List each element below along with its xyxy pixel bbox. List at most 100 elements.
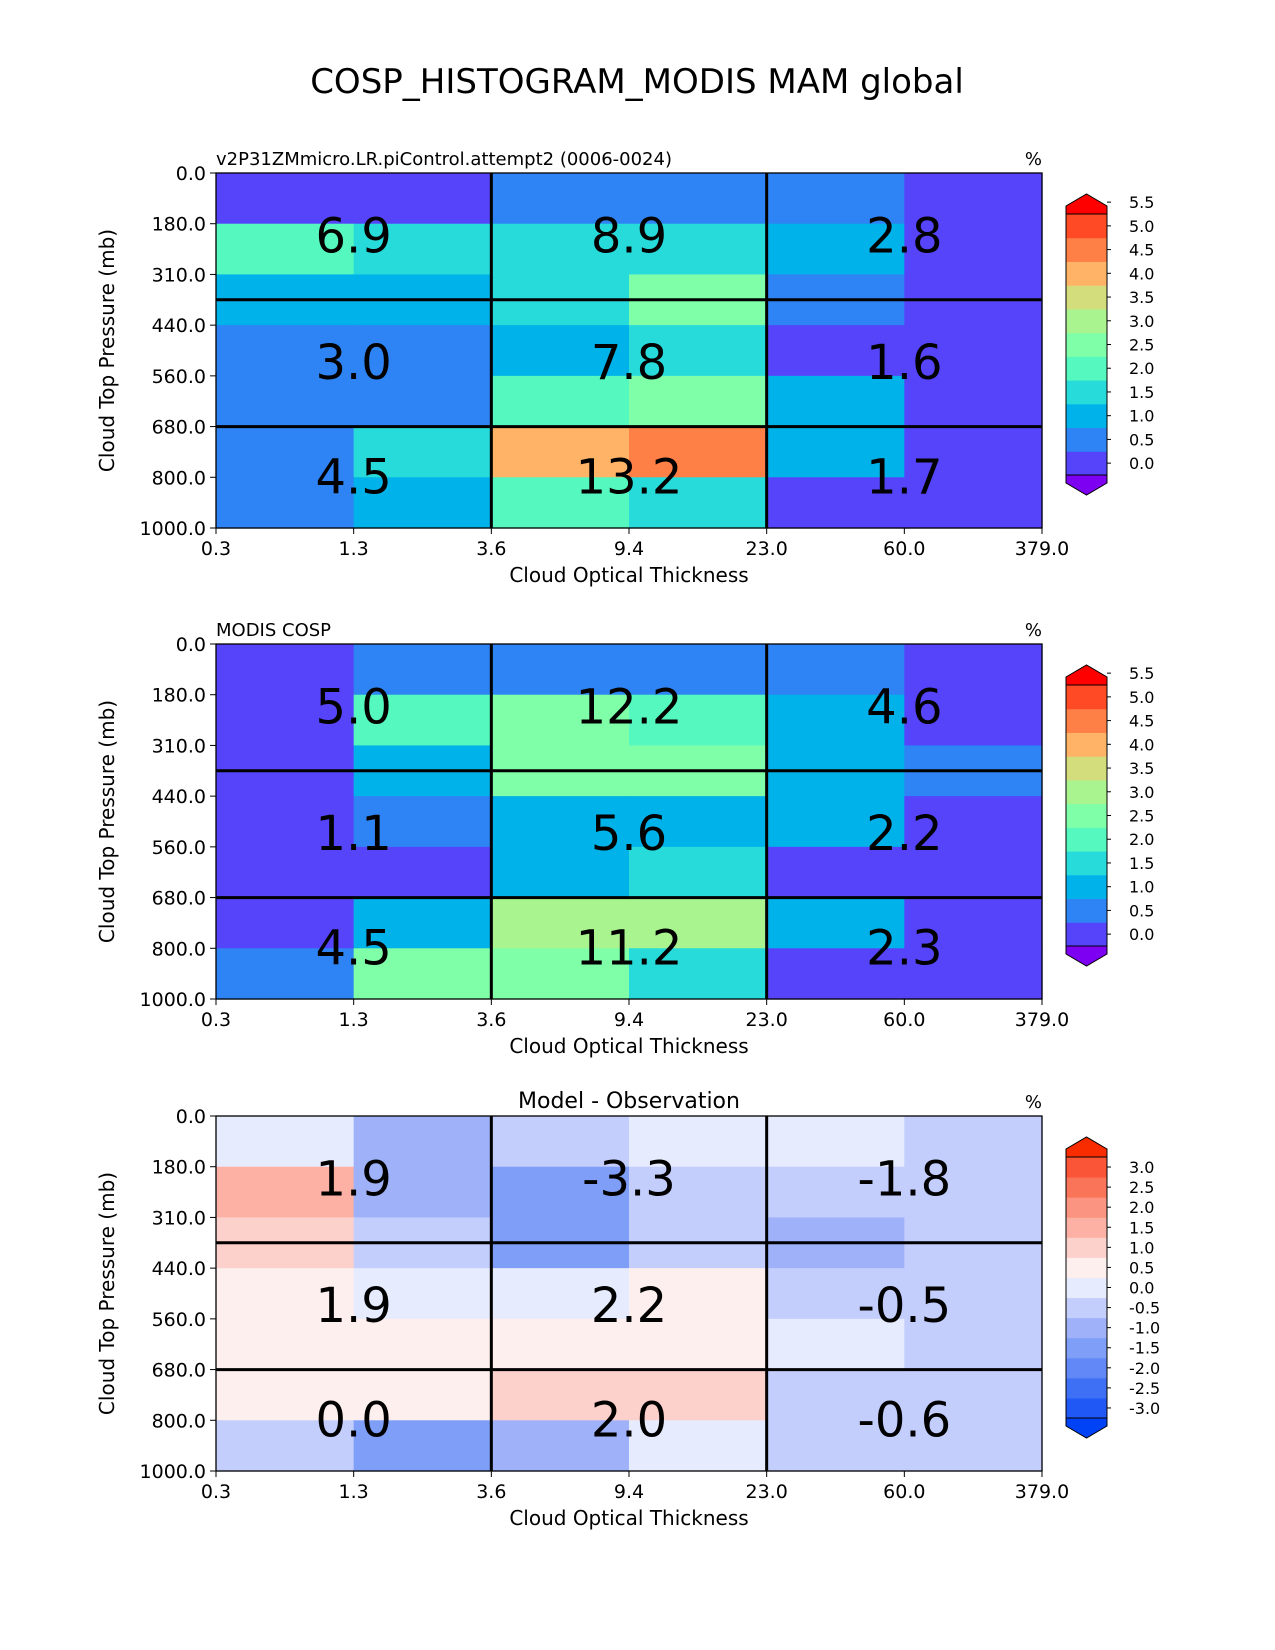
colorbar-tick-label: 2.5 [1129, 807, 1154, 826]
heatmap-cell [766, 1369, 905, 1421]
heatmap-cell [353, 1318, 492, 1371]
heatmap-cell [766, 426, 905, 478]
heatmap-cell [766, 644, 905, 696]
heatmap-cell [491, 796, 630, 848]
heatmap-cell [629, 1166, 768, 1219]
block-total-label: 4.6 [866, 679, 942, 735]
block-total-label: 11.2 [576, 920, 683, 976]
heatmap-cell [216, 173, 355, 225]
colorbar-segment [1066, 1237, 1107, 1258]
heatmap-cell [629, 1318, 768, 1371]
colorbar: 0.0 0.5 1.0 1.5 2.0 2.5 3.0 3.5 4.0 4.5 5.0 5.5 [1065, 664, 1154, 967]
panel-title-left: MODIS COSP [216, 620, 331, 641]
x-tick-label: 379.0 [1015, 1009, 1069, 1031]
block-total-label: 5.0 [315, 679, 391, 735]
heatmap-cell [491, 477, 630, 529]
block-total-label: 4.5 [315, 449, 391, 505]
panel-title-center: Model - Observation [518, 1089, 740, 1114]
x-tick-label: 1.3 [339, 538, 369, 560]
heatmap-cell [629, 1268, 768, 1320]
heatmap-cell [216, 375, 355, 428]
colorbar-tick-label: 2.0 [1129, 830, 1154, 849]
colorbar-tick-label: 3.5 [1129, 288, 1154, 307]
heatmap-cell [216, 1166, 355, 1219]
y-tick-label: 440.0 [152, 786, 206, 808]
colorbar-segment [1066, 1337, 1107, 1359]
x-tick-label: 60.0 [883, 1481, 925, 1503]
y-tick-label: 310.0 [152, 264, 206, 286]
heatmap-cell [491, 897, 630, 949]
block-total-label: 7.8 [591, 335, 667, 391]
heatmap-cell [904, 846, 1043, 899]
heatmap-cell [491, 948, 630, 1000]
block-total-label: 8.9 [591, 208, 667, 264]
block-total-label: 5.6 [591, 806, 667, 862]
block-total-label: 2.0 [591, 1392, 667, 1448]
heatmap-cell [629, 477, 768, 529]
x-tick-label: 1.3 [339, 1481, 369, 1503]
colorbar-tick-label: 0.5 [1129, 901, 1154, 920]
heatmap-cell [766, 1116, 905, 1168]
panel-observation: 5.0 12.2 4.6 1.1 5.6 2.2 4.5 11.2 2.3 0.3 1.3 3.6 9.… [95, 620, 1154, 1058]
x-tick-label: 9.4 [614, 538, 644, 560]
heatmap-cell [904, 223, 1043, 276]
heatmap-cell [766, 173, 905, 225]
colorbar-segment [1066, 756, 1107, 781]
block-total-label: 1.9 [315, 1151, 391, 1207]
y-tick-label: 1000.0 [140, 989, 206, 1011]
heatmap-cell [491, 694, 630, 747]
block-total-label: 2.3 [866, 920, 942, 976]
units-label: % [1025, 149, 1042, 170]
heatmap-cell [491, 1420, 630, 1472]
x-tick-label: 0.3 [201, 538, 231, 560]
block-total-label: 4.5 [315, 920, 391, 976]
heatmap-cell [766, 1166, 905, 1219]
colorbar-tick-label: 0.5 [1129, 430, 1154, 449]
heatmap-cell [629, 694, 768, 747]
colorbar-segment [1066, 1397, 1107, 1419]
units-label: % [1025, 1092, 1042, 1113]
heatmap-cell [904, 644, 1043, 696]
heatmap-cell [629, 173, 768, 225]
y-tick-label: 0.0 [176, 634, 206, 656]
block-total-label: 1.7 [866, 449, 942, 505]
colorbar-tick-label: 3.5 [1129, 759, 1154, 778]
heatmap-cell [904, 948, 1043, 1000]
colorbar-tick-label: -3.0 [1129, 1399, 1160, 1418]
block-total-label: -0.5 [858, 1278, 952, 1334]
colorbar-tick-label: -0.5 [1129, 1299, 1160, 1318]
heatmap-cell [491, 223, 630, 276]
block-total-label: 1.6 [866, 335, 942, 391]
heatmap-cell [904, 897, 1043, 949]
colorbar-tick-label: 2.0 [1129, 359, 1154, 378]
colorbar-segment [1066, 685, 1107, 710]
heatmap-cell [766, 694, 905, 747]
colorbar-tick-label: 4.5 [1129, 712, 1154, 731]
heatmap-cell [353, 477, 492, 529]
heatmap-cell [353, 1369, 492, 1421]
heatmap-cell [766, 1268, 905, 1320]
y-tick-label: 310.0 [152, 735, 206, 757]
heatmap-cell [491, 325, 630, 377]
y-tick-label: 310.0 [152, 1207, 206, 1229]
heatmap-cell [629, 375, 768, 428]
heatmap-cell [766, 1420, 905, 1472]
heatmap-cell [491, 644, 630, 696]
block-total-label: 1.9 [315, 1278, 391, 1334]
units-label: % [1025, 620, 1042, 641]
colorbar-segment [1066, 1317, 1107, 1339]
heatmap-cell [904, 1166, 1043, 1219]
heatmap-cell [904, 426, 1043, 478]
colorbar-tick-label: 4.0 [1129, 735, 1154, 754]
heatmap-cell [904, 477, 1043, 529]
heatmap-cell [491, 1369, 630, 1421]
x-tick-label: 60.0 [883, 1009, 925, 1031]
colorbar-tick-label: 3.0 [1129, 783, 1154, 802]
colorbar-tick-label: 4.0 [1129, 264, 1154, 283]
colorbar-tick-label: 2.5 [1129, 1178, 1154, 1197]
block-total-label: -3.3 [582, 1151, 676, 1207]
heatmap-cell [766, 375, 905, 428]
heatmap-cell [353, 897, 492, 949]
colorbar-segment [1066, 827, 1107, 852]
